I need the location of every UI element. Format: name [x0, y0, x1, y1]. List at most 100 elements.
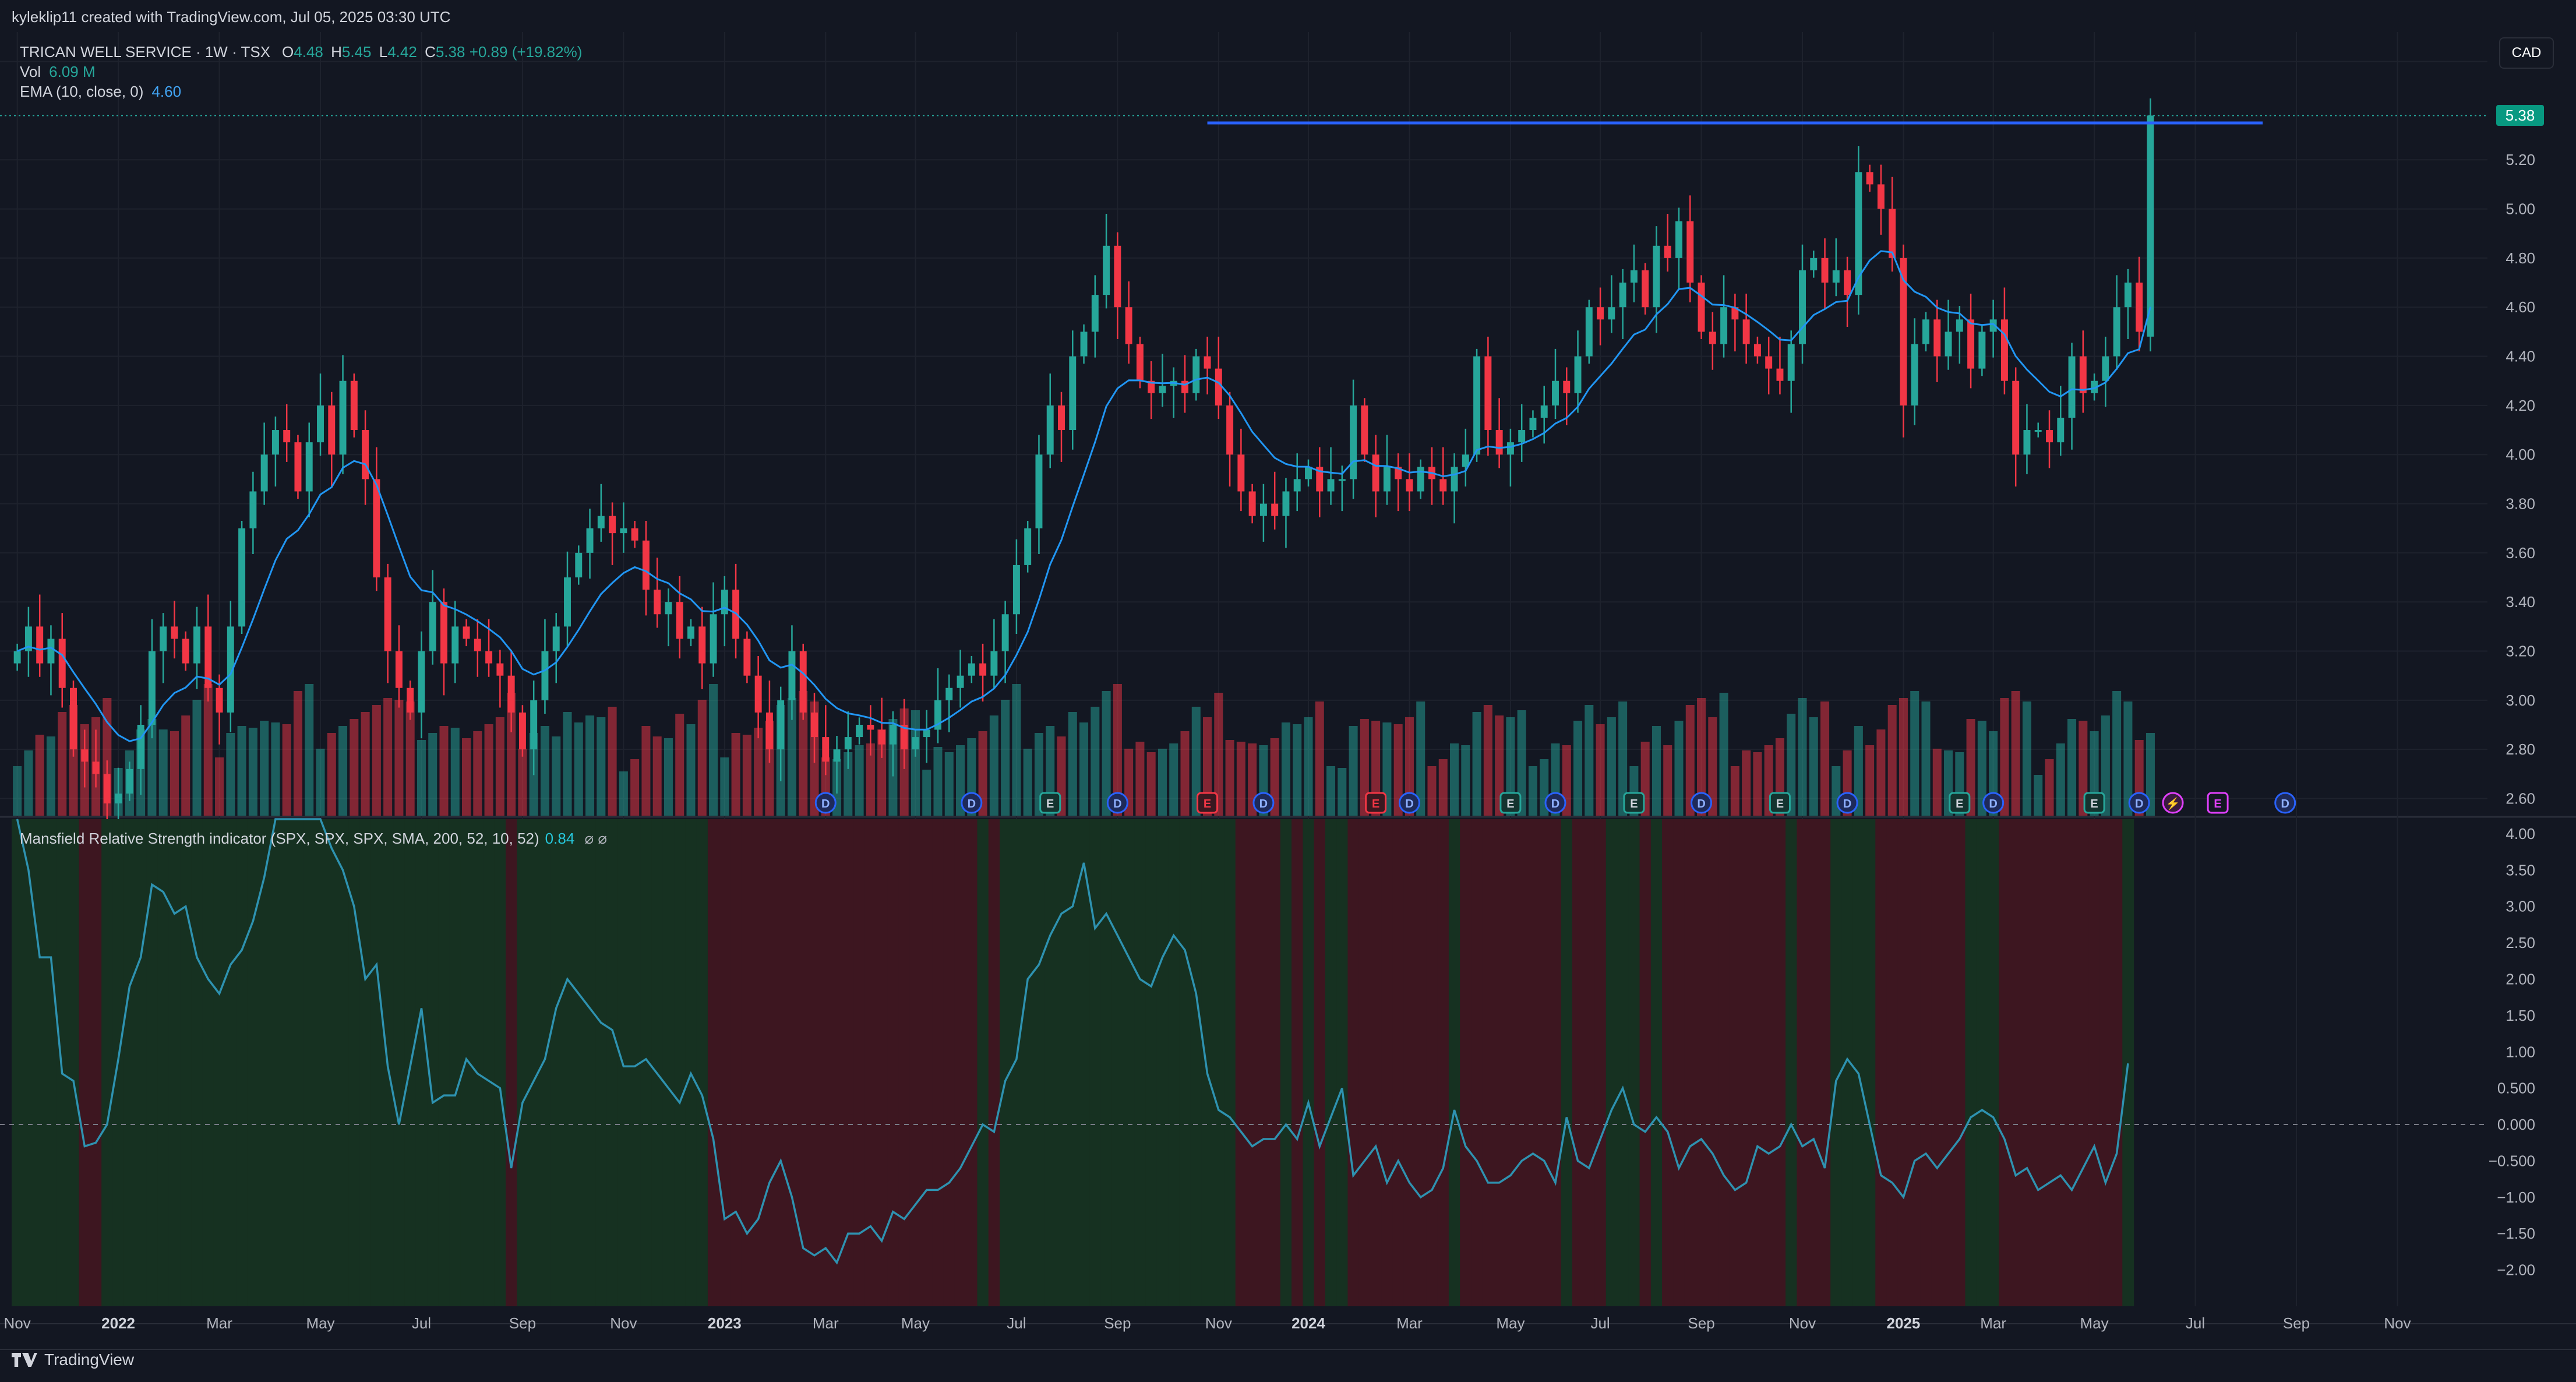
dividend-marker-icon	[1836, 792, 1858, 814]
volume-bar	[585, 715, 595, 816]
mrs-band	[1942, 819, 1954, 1306]
candle-body	[1922, 319, 1929, 344]
mrs-band	[595, 819, 608, 1306]
mrs-band	[1381, 819, 1393, 1306]
candle-body	[676, 602, 683, 639]
volume-bar	[1158, 749, 1167, 816]
time-tick-label: 2023	[708, 1314, 742, 1332]
creator-line: kyleklip11 created with TradingView.com,…	[12, 8, 451, 26]
price-legend: TRICAN WELL SERVICE · 1W · TSX O4.48 H5.…	[20, 42, 582, 101]
volume-bar	[1506, 717, 1515, 816]
event-marker-letter: D	[1697, 798, 1705, 810]
volume-bar	[2034, 775, 2043, 816]
mrs-band	[1808, 819, 1820, 1306]
mrs-band	[921, 819, 933, 1306]
volume-bar	[428, 733, 437, 816]
candle-body	[1574, 356, 1582, 393]
vol-label[interactable]: Vol	[20, 63, 41, 80]
mrs-band	[304, 819, 315, 1306]
candle-body	[541, 651, 549, 700]
volume-bar	[1338, 768, 1347, 816]
mrs-band	[1033, 819, 1045, 1306]
event-marker-letter: D	[2135, 798, 2143, 810]
dividend-marker-icon	[1982, 792, 2005, 814]
event-marker-letter: E	[2090, 798, 2098, 810]
high-label: H	[331, 43, 342, 61]
candle-body	[710, 614, 717, 664]
candle-body	[1832, 270, 1840, 283]
volume-bar	[462, 738, 471, 816]
mrs-band	[1965, 819, 1977, 1306]
symbol-title[interactable]: TRICAN WELL SERVICE · 1W · TSX	[20, 43, 271, 61]
mrs-tick-label: 0.500	[2497, 1080, 2535, 1097]
volume-bar	[1585, 705, 1594, 816]
event-marker-letter: D	[1113, 798, 1121, 810]
earnings-marker-icon	[1365, 792, 1387, 814]
tradingview-brand[interactable]: TradingView	[12, 1351, 134, 1369]
volume-bar	[1416, 701, 1425, 816]
time-tick-label: Nov	[1789, 1314, 1816, 1332]
low-label: L	[379, 43, 388, 61]
currency-button[interactable]: CAD	[2499, 37, 2554, 69]
mrs-band	[1729, 819, 1741, 1306]
mrs-band	[1201, 819, 1213, 1306]
low-value: 4.42	[387, 43, 417, 61]
candle-body	[631, 528, 638, 541]
mrs-band	[191, 819, 203, 1306]
mrs-band	[809, 819, 821, 1306]
volume-bar	[1012, 684, 1021, 816]
candle-body	[878, 729, 885, 745]
candle-body	[1148, 380, 1155, 393]
volume-bar	[630, 759, 640, 816]
candle-body	[238, 528, 246, 627]
candle-body	[1933, 319, 1941, 357]
volume-bar	[361, 712, 370, 816]
mrs-band	[1752, 819, 1764, 1306]
mrs-band	[1494, 819, 1505, 1306]
mrs-label[interactable]: Mansfield Relative Strength indicator (S…	[20, 830, 539, 847]
volume-bar	[944, 752, 954, 816]
candle-body	[1383, 467, 1391, 492]
time-tick-label: Sep	[1104, 1314, 1131, 1332]
mrs-band	[292, 819, 304, 1306]
mrs-band	[438, 819, 450, 1306]
volume-bar	[1315, 701, 1324, 816]
volume-bar	[2056, 743, 2065, 816]
time-tick-label: Nov	[1205, 1314, 1232, 1332]
event-marker-letter: E	[1506, 798, 1514, 810]
candle-body	[1248, 491, 1256, 516]
candle-body	[384, 577, 391, 651]
mrs-band	[1291, 819, 1303, 1306]
mrs-tick-label: 4.00	[2506, 825, 2535, 842]
volume-bar	[675, 714, 684, 816]
candle-body	[2046, 430, 2053, 443]
candle-body	[328, 405, 336, 455]
mrs-band	[326, 819, 338, 1306]
mrs-band	[449, 819, 461, 1306]
mrs-band	[1482, 819, 1494, 1306]
mrs-band	[517, 819, 529, 1306]
mrs-band	[90, 819, 102, 1306]
dividend-marker-icon	[1398, 792, 1420, 814]
close-value: 5.38	[435, 43, 465, 61]
ema-label[interactable]: EMA (10, close, 0)	[20, 83, 144, 100]
mrs-band	[898, 819, 911, 1306]
mrs-band	[1527, 819, 1539, 1306]
candle-body	[552, 626, 560, 651]
event-marker-letter: D	[1551, 798, 1559, 810]
time-tick-label: May	[2080, 1314, 2109, 1332]
candle-body	[1799, 270, 1806, 344]
candle-body	[1192, 356, 1200, 393]
open-label: O	[282, 43, 294, 61]
candle-body	[1125, 307, 1132, 344]
volume-bar	[46, 736, 55, 816]
candle-body	[1967, 319, 1975, 369]
mrs-settings-icons[interactable]: ⌀ ⌀	[584, 830, 608, 847]
candle-body	[1945, 332, 1952, 357]
mrs-band	[180, 819, 192, 1306]
candle-body	[1495, 430, 1503, 455]
mrs-band	[101, 819, 114, 1306]
high-value: 5.45	[341, 43, 372, 61]
volume-bar	[484, 724, 493, 816]
